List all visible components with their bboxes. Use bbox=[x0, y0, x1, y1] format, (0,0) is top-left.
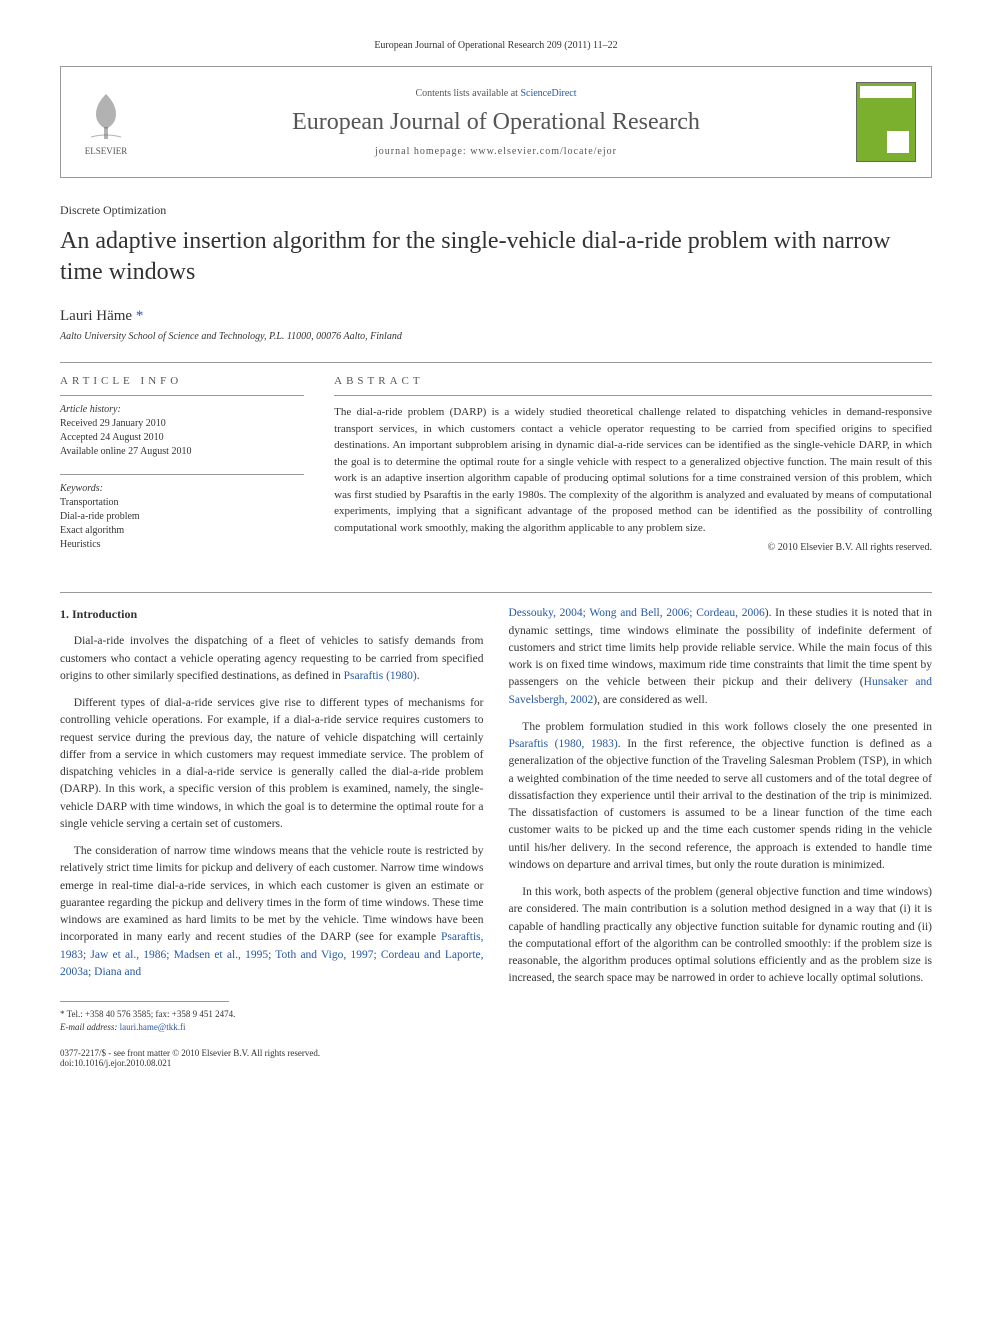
elsevier-logo: ELSEVIER bbox=[76, 87, 136, 157]
section-number: 1. bbox=[60, 607, 69, 621]
section-title-text: Introduction bbox=[72, 607, 137, 621]
body-paragraph: The consideration of narrow time windows… bbox=[60, 843, 484, 981]
keywords-label: Keywords: bbox=[60, 483, 304, 494]
affiliation: Aalto University School of Science and T… bbox=[60, 331, 932, 342]
corresponding-marker[interactable]: * bbox=[136, 308, 144, 324]
info-abstract-row: ARTICLE INFO Article history: Received 2… bbox=[60, 375, 932, 567]
body-column-left: 1. Introduction Dial-a-ride involves the… bbox=[60, 605, 484, 1033]
section-type: Discrete Optimization bbox=[60, 203, 932, 218]
para-text: . bbox=[417, 670, 420, 682]
email-label: E-mail address: bbox=[60, 1022, 117, 1032]
history-label: Article history: bbox=[60, 404, 304, 415]
keyword-item: Exact algorithm bbox=[60, 524, 304, 538]
history-item: Available online 27 August 2010 bbox=[60, 445, 304, 459]
page-footer: 0377-2217/$ - see front matter © 2010 El… bbox=[60, 1048, 932, 1068]
abstract-text: The dial-a-ride problem (DARP) is a wide… bbox=[334, 395, 932, 536]
abstract-copyright: © 2010 Elsevier B.V. All rights reserved… bbox=[334, 542, 932, 553]
footer-copyright: 0377-2217/$ - see front matter © 2010 El… bbox=[60, 1048, 320, 1058]
body-paragraph: The problem formulation studied in this … bbox=[509, 719, 933, 874]
keyword-item: Dial-a-ride problem bbox=[60, 510, 304, 524]
citation-link[interactable]: Psaraftis (1980, 1983) bbox=[509, 738, 618, 750]
footer-left: 0377-2217/$ - see front matter © 2010 El… bbox=[60, 1048, 320, 1068]
contents-line: Contents lists available at ScienceDirec… bbox=[136, 88, 856, 99]
journal-cover-thumbnail bbox=[856, 82, 916, 162]
keywords-block: Keywords: Transportation Dial-a-ride pro… bbox=[60, 474, 304, 552]
citation-link[interactable]: Psaraftis (1980) bbox=[344, 670, 417, 682]
homepage-line: journal homepage: www.elsevier.com/locat… bbox=[136, 146, 856, 157]
article-info: ARTICLE INFO Article history: Received 2… bbox=[60, 375, 304, 567]
para-text: . In the first reference, the objective … bbox=[509, 738, 933, 871]
author-name: Lauri Häme bbox=[60, 308, 132, 324]
para-text: The consideration of narrow time windows… bbox=[60, 845, 484, 943]
body-paragraph: Different types of dial-a-ride services … bbox=[60, 695, 484, 833]
author-line: Lauri Häme * bbox=[60, 308, 932, 325]
history-item: Received 29 January 2010 bbox=[60, 417, 304, 431]
citation-link[interactable]: Dessouky, 2004; Wong and Bell, 2006; Cor… bbox=[509, 607, 765, 619]
footnote-separator bbox=[60, 1001, 229, 1002]
divider bbox=[60, 362, 932, 363]
body-columns: 1. Introduction Dial-a-ride involves the… bbox=[60, 605, 932, 1033]
header-center: Contents lists available at ScienceDirec… bbox=[136, 88, 856, 157]
para-text: The problem formulation studied in this … bbox=[522, 721, 932, 733]
journal-header-box: ELSEVIER Contents lists available at Sci… bbox=[60, 66, 932, 178]
body-paragraph: Dessouky, 2004; Wong and Bell, 2006; Cor… bbox=[509, 605, 933, 709]
header-citation: European Journal of Operational Research… bbox=[60, 40, 932, 51]
footnote-contact: * Tel.: +358 40 576 3585; fax: +358 9 45… bbox=[60, 1008, 484, 1021]
contents-text: Contents lists available at bbox=[415, 88, 520, 99]
article-title: An adaptive insertion algorithm for the … bbox=[60, 226, 932, 288]
author-email-link[interactable]: lauri.hame@tkk.fi bbox=[120, 1022, 186, 1032]
keyword-item: Transportation bbox=[60, 496, 304, 510]
section-heading: 1. Introduction bbox=[60, 605, 484, 623]
journal-name: European Journal of Operational Research bbox=[136, 109, 856, 136]
body-paragraph: Dial-a-ride involves the dispatching of … bbox=[60, 633, 484, 685]
abstract-heading: ABSTRACT bbox=[334, 375, 932, 387]
keyword-item: Heuristics bbox=[60, 538, 304, 552]
body-column-right: Dessouky, 2004; Wong and Bell, 2006; Cor… bbox=[509, 605, 933, 1033]
para-text: ), are considered as well. bbox=[593, 694, 707, 706]
article-info-heading: ARTICLE INFO bbox=[60, 375, 304, 387]
article-history-block: Article history: Received 29 January 201… bbox=[60, 395, 304, 459]
corresponding-footnote: * Tel.: +358 40 576 3585; fax: +358 9 45… bbox=[60, 1008, 484, 1033]
elsevier-tree-icon bbox=[81, 89, 131, 144]
divider bbox=[60, 592, 932, 593]
para-text: Dial-a-ride involves the dispatching of … bbox=[60, 635, 484, 682]
body-paragraph: In this work, both aspects of the proble… bbox=[509, 884, 933, 988]
sciencedirect-link[interactable]: ScienceDirect bbox=[520, 88, 576, 99]
history-item: Accepted 24 August 2010 bbox=[60, 431, 304, 445]
footer-doi: doi:10.1016/j.ejor.2010.08.021 bbox=[60, 1058, 320, 1068]
elsevier-label: ELSEVIER bbox=[85, 146, 128, 156]
abstract-column: ABSTRACT The dial-a-ride problem (DARP) … bbox=[334, 375, 932, 567]
